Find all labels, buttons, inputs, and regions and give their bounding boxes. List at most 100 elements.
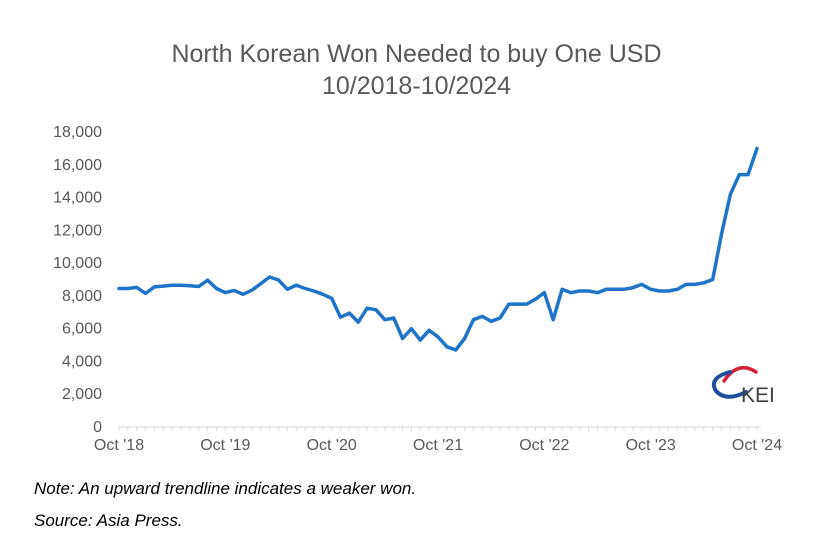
data-point — [223, 291, 227, 295]
x-tick-label: Oct '18 — [94, 437, 144, 454]
data-point — [409, 327, 413, 331]
x-tick-label: Oct '21 — [413, 437, 463, 454]
data-point — [206, 278, 210, 282]
data-point — [746, 173, 750, 177]
data-point — [294, 283, 298, 287]
y-tick-label: 18,000 — [53, 124, 102, 141]
data-point — [587, 289, 591, 293]
data-point — [454, 348, 458, 352]
data-point — [471, 318, 475, 322]
kei-logo-text: KEI — [741, 384, 775, 407]
data-point — [560, 287, 564, 291]
y-tick-label: 4,000 — [62, 353, 102, 370]
kei-logo: KEI — [711, 365, 775, 407]
x-tick-label: Oct '20 — [307, 437, 357, 454]
data-point — [135, 285, 139, 289]
data-point — [392, 316, 396, 320]
x-tick-label: Oct '19 — [200, 437, 250, 454]
data-point — [161, 284, 165, 288]
kei-logo-swoosh-red — [722, 365, 758, 383]
data-point — [507, 302, 511, 306]
data-point — [250, 288, 254, 292]
data-point — [516, 302, 520, 306]
y-tick-label: 16,000 — [53, 157, 102, 174]
chart-subtitle: 10/2018-10/2024 — [321, 72, 512, 100]
data-point — [347, 311, 351, 315]
x-tick-label: Oct '23 — [626, 437, 676, 454]
data-point — [445, 345, 449, 349]
x-tick-label: Oct '24 — [732, 437, 782, 454]
data-point — [711, 278, 715, 281]
y-tick-label: 12,000 — [53, 222, 102, 239]
y-tick-label: 14,000 — [53, 190, 102, 207]
data-point — [728, 192, 732, 196]
y-tick-label: 6,000 — [62, 321, 102, 338]
plot-area — [117, 146, 759, 352]
data-point — [755, 146, 759, 150]
data-point — [463, 337, 467, 340]
data-point — [737, 173, 741, 177]
data-point — [604, 287, 608, 291]
data-point — [117, 287, 121, 291]
series-line — [117, 146, 759, 352]
data-point — [658, 289, 662, 293]
data-point — [330, 296, 334, 300]
source-note: Source: Asia Press. — [34, 511, 183, 530]
data-point — [268, 275, 272, 279]
y-tick-label: 2,000 — [62, 386, 102, 403]
data-point — [498, 316, 502, 320]
data-point — [640, 282, 644, 286]
data-point — [596, 291, 599, 295]
data-point — [569, 291, 573, 295]
data-point — [401, 337, 405, 340]
data-point — [321, 292, 325, 296]
data-point — [622, 287, 626, 291]
data-point — [232, 288, 236, 292]
y-tick-label: 0 — [93, 419, 102, 436]
data-point — [126, 287, 130, 291]
data-point — [418, 338, 422, 342]
footnote: Note: An upward trendline indicates a we… — [34, 479, 417, 498]
data-point — [303, 287, 307, 291]
data-point — [241, 292, 245, 296]
line-chart: 0 2,000 4,000 6,000 8,000 10,000 12,000 14,000 1… — [53, 124, 782, 454]
data-point — [684, 282, 688, 286]
y-tick-label: 10,000 — [53, 255, 102, 272]
data-point — [277, 278, 280, 282]
data-point — [214, 287, 218, 291]
data-point — [702, 281, 706, 285]
data-point — [693, 282, 697, 286]
data-point — [259, 282, 263, 286]
x-tick-label: Oct '22 — [519, 437, 569, 454]
y-tick-label: 8,000 — [62, 288, 102, 305]
data-point — [675, 287, 679, 291]
data-point — [613, 287, 617, 291]
data-point — [427, 328, 431, 332]
data-point — [666, 289, 670, 293]
data-point — [356, 320, 360, 324]
data-point — [170, 283, 174, 287]
chart-title: North Korean Won Needed to buy One USD — [171, 40, 662, 68]
data-point — [383, 318, 387, 322]
data-point — [339, 315, 343, 319]
data-point — [720, 232, 724, 236]
data-point — [152, 285, 156, 289]
data-point — [144, 291, 148, 295]
data-point — [551, 318, 555, 322]
data-point — [179, 283, 183, 287]
data-point — [649, 287, 653, 291]
data-point — [365, 306, 369, 310]
kei-logo-swoosh-blue — [711, 370, 748, 399]
data-point — [374, 308, 378, 312]
data-point — [489, 319, 493, 323]
data-point — [436, 335, 440, 339]
data-point — [312, 289, 316, 293]
data-point — [188, 284, 192, 288]
data-point — [525, 302, 529, 306]
data-point — [285, 287, 289, 291]
data-point — [197, 285, 201, 289]
data-point — [631, 286, 635, 290]
data-point — [533, 297, 537, 301]
y-axis: 0 2,000 4,000 6,000 8,000 10,000 12,000 14,000 1… — [53, 124, 102, 436]
data-point — [542, 291, 546, 295]
